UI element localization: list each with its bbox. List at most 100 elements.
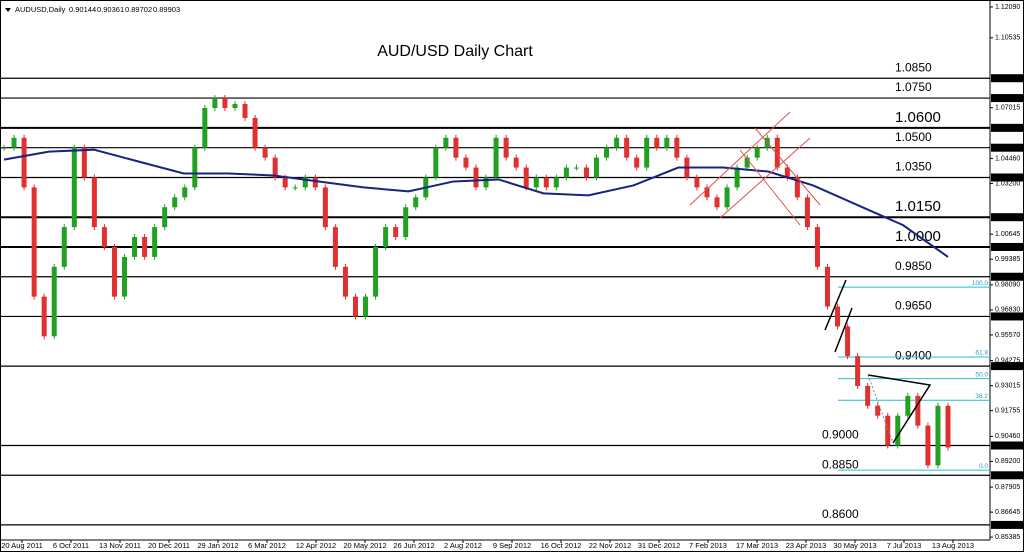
candle	[493, 137, 499, 178]
candle	[744, 157, 750, 168]
level-tag	[991, 520, 1024, 529]
candle	[302, 177, 308, 188]
y-tick-label: 1.07015	[995, 105, 1020, 112]
candle	[824, 266, 830, 307]
candle	[483, 177, 489, 188]
fib-label: 0.0	[979, 463, 988, 470]
y-tick-label: 1.04460	[995, 155, 1020, 162]
x-tick-label: 26 Jun 2012	[393, 541, 434, 550]
x-tick-label: 2 Aug 2012	[444, 541, 482, 550]
price-axis: 1.12090 1.10535 1.07015 1.04460 1.03200 1.006…	[1, 4, 1024, 550]
candle	[855, 356, 861, 386]
candle	[774, 137, 780, 168]
candle	[553, 177, 559, 188]
candle	[61, 227, 67, 267]
candle	[784, 167, 790, 178]
candle	[71, 147, 77, 228]
x-tick-label: 9 Sep 2012	[493, 541, 531, 550]
candle	[644, 137, 650, 168]
chart-title: AUD/USD Daily Chart	[377, 43, 533, 60]
x-tick-label: 6 Oct 2011	[53, 541, 89, 550]
level-label: 0.9850	[895, 259, 932, 273]
candle	[21, 137, 27, 188]
annotations	[689, 111, 932, 444]
candle	[724, 187, 730, 208]
x-tick-label: 17 Mar 2013	[736, 541, 778, 550]
y-tick-label: 0.98090	[995, 282, 1020, 289]
candle	[142, 237, 148, 257]
level-tag-label: 0.88500	[994, 472, 1019, 479]
level-label: 0.9000	[822, 428, 859, 442]
candle	[312, 177, 318, 188]
candle	[101, 227, 107, 247]
level-tag	[991, 74, 1024, 83]
candle	[664, 137, 670, 148]
level-tag	[991, 362, 1024, 371]
y-tick-label: 0.85385	[995, 534, 1020, 541]
candle	[31, 187, 37, 297]
quote-close: 0.89903	[153, 5, 180, 14]
candle	[91, 177, 97, 228]
fib-label: 50.0	[975, 371, 988, 378]
level-tag-label: 0.96500	[994, 313, 1019, 320]
candle	[292, 187, 298, 189]
candle	[413, 197, 419, 208]
level-label: 1.0600	[895, 109, 941, 126]
candle	[835, 306, 841, 327]
candle	[704, 187, 710, 198]
level-tag-label: 1.05000	[994, 145, 1019, 152]
candle	[945, 405, 951, 448]
y-tick-label: 1.00645	[995, 231, 1020, 238]
y-tick-label: 1.10535	[995, 35, 1020, 42]
candle	[714, 197, 720, 208]
candle	[81, 147, 87, 178]
candle	[634, 157, 640, 168]
x-tick-label: 22 Nov 2012	[589, 541, 632, 550]
candle	[403, 207, 409, 238]
trend-line	[824, 279, 847, 331]
plot	[1, 95, 951, 469]
candle	[573, 167, 579, 169]
level-label: 1.0850	[895, 60, 932, 74]
candle	[212, 98, 218, 108]
candle	[352, 296, 358, 317]
candle	[935, 405, 941, 466]
level-tag-label: 0.86000	[994, 522, 1019, 529]
x-tick-label: 20 May 2012	[343, 541, 386, 550]
y-tick-label: 0.96830	[995, 307, 1020, 314]
level-label: 0.9400	[895, 348, 932, 362]
candle	[11, 137, 17, 148]
x-tick-label: 23 Apr 2013	[786, 541, 826, 550]
level-label: 0.8600	[822, 507, 859, 521]
level-tag	[991, 312, 1024, 321]
trend-line	[754, 127, 821, 206]
candle	[342, 266, 348, 297]
x-tick-label: 13 Nov 2011	[99, 541, 141, 550]
candle	[523, 167, 529, 188]
level-label: 1.0350	[895, 160, 932, 174]
y-tick-label: 0.89200	[995, 458, 1020, 465]
candle	[322, 187, 328, 228]
candle	[915, 395, 921, 426]
candle	[182, 187, 188, 198]
candle	[503, 137, 509, 158]
candle	[192, 147, 198, 188]
candle	[794, 177, 800, 198]
level-tag-label: 1.08500	[994, 75, 1019, 82]
candle	[885, 415, 891, 446]
candle	[122, 256, 128, 297]
triangle	[867, 374, 894, 444]
trend-line	[719, 137, 811, 219]
level-tag	[991, 242, 1024, 251]
candle	[363, 296, 369, 317]
candle	[232, 104, 238, 108]
y-tick-label: 1.12090	[995, 4, 1020, 11]
candle	[624, 137, 630, 158]
level-label: 1.0150	[895, 198, 941, 215]
candle	[272, 157, 278, 178]
level-tag-label: 0.94000	[994, 363, 1019, 370]
fib-label: 100.0	[972, 280, 989, 287]
